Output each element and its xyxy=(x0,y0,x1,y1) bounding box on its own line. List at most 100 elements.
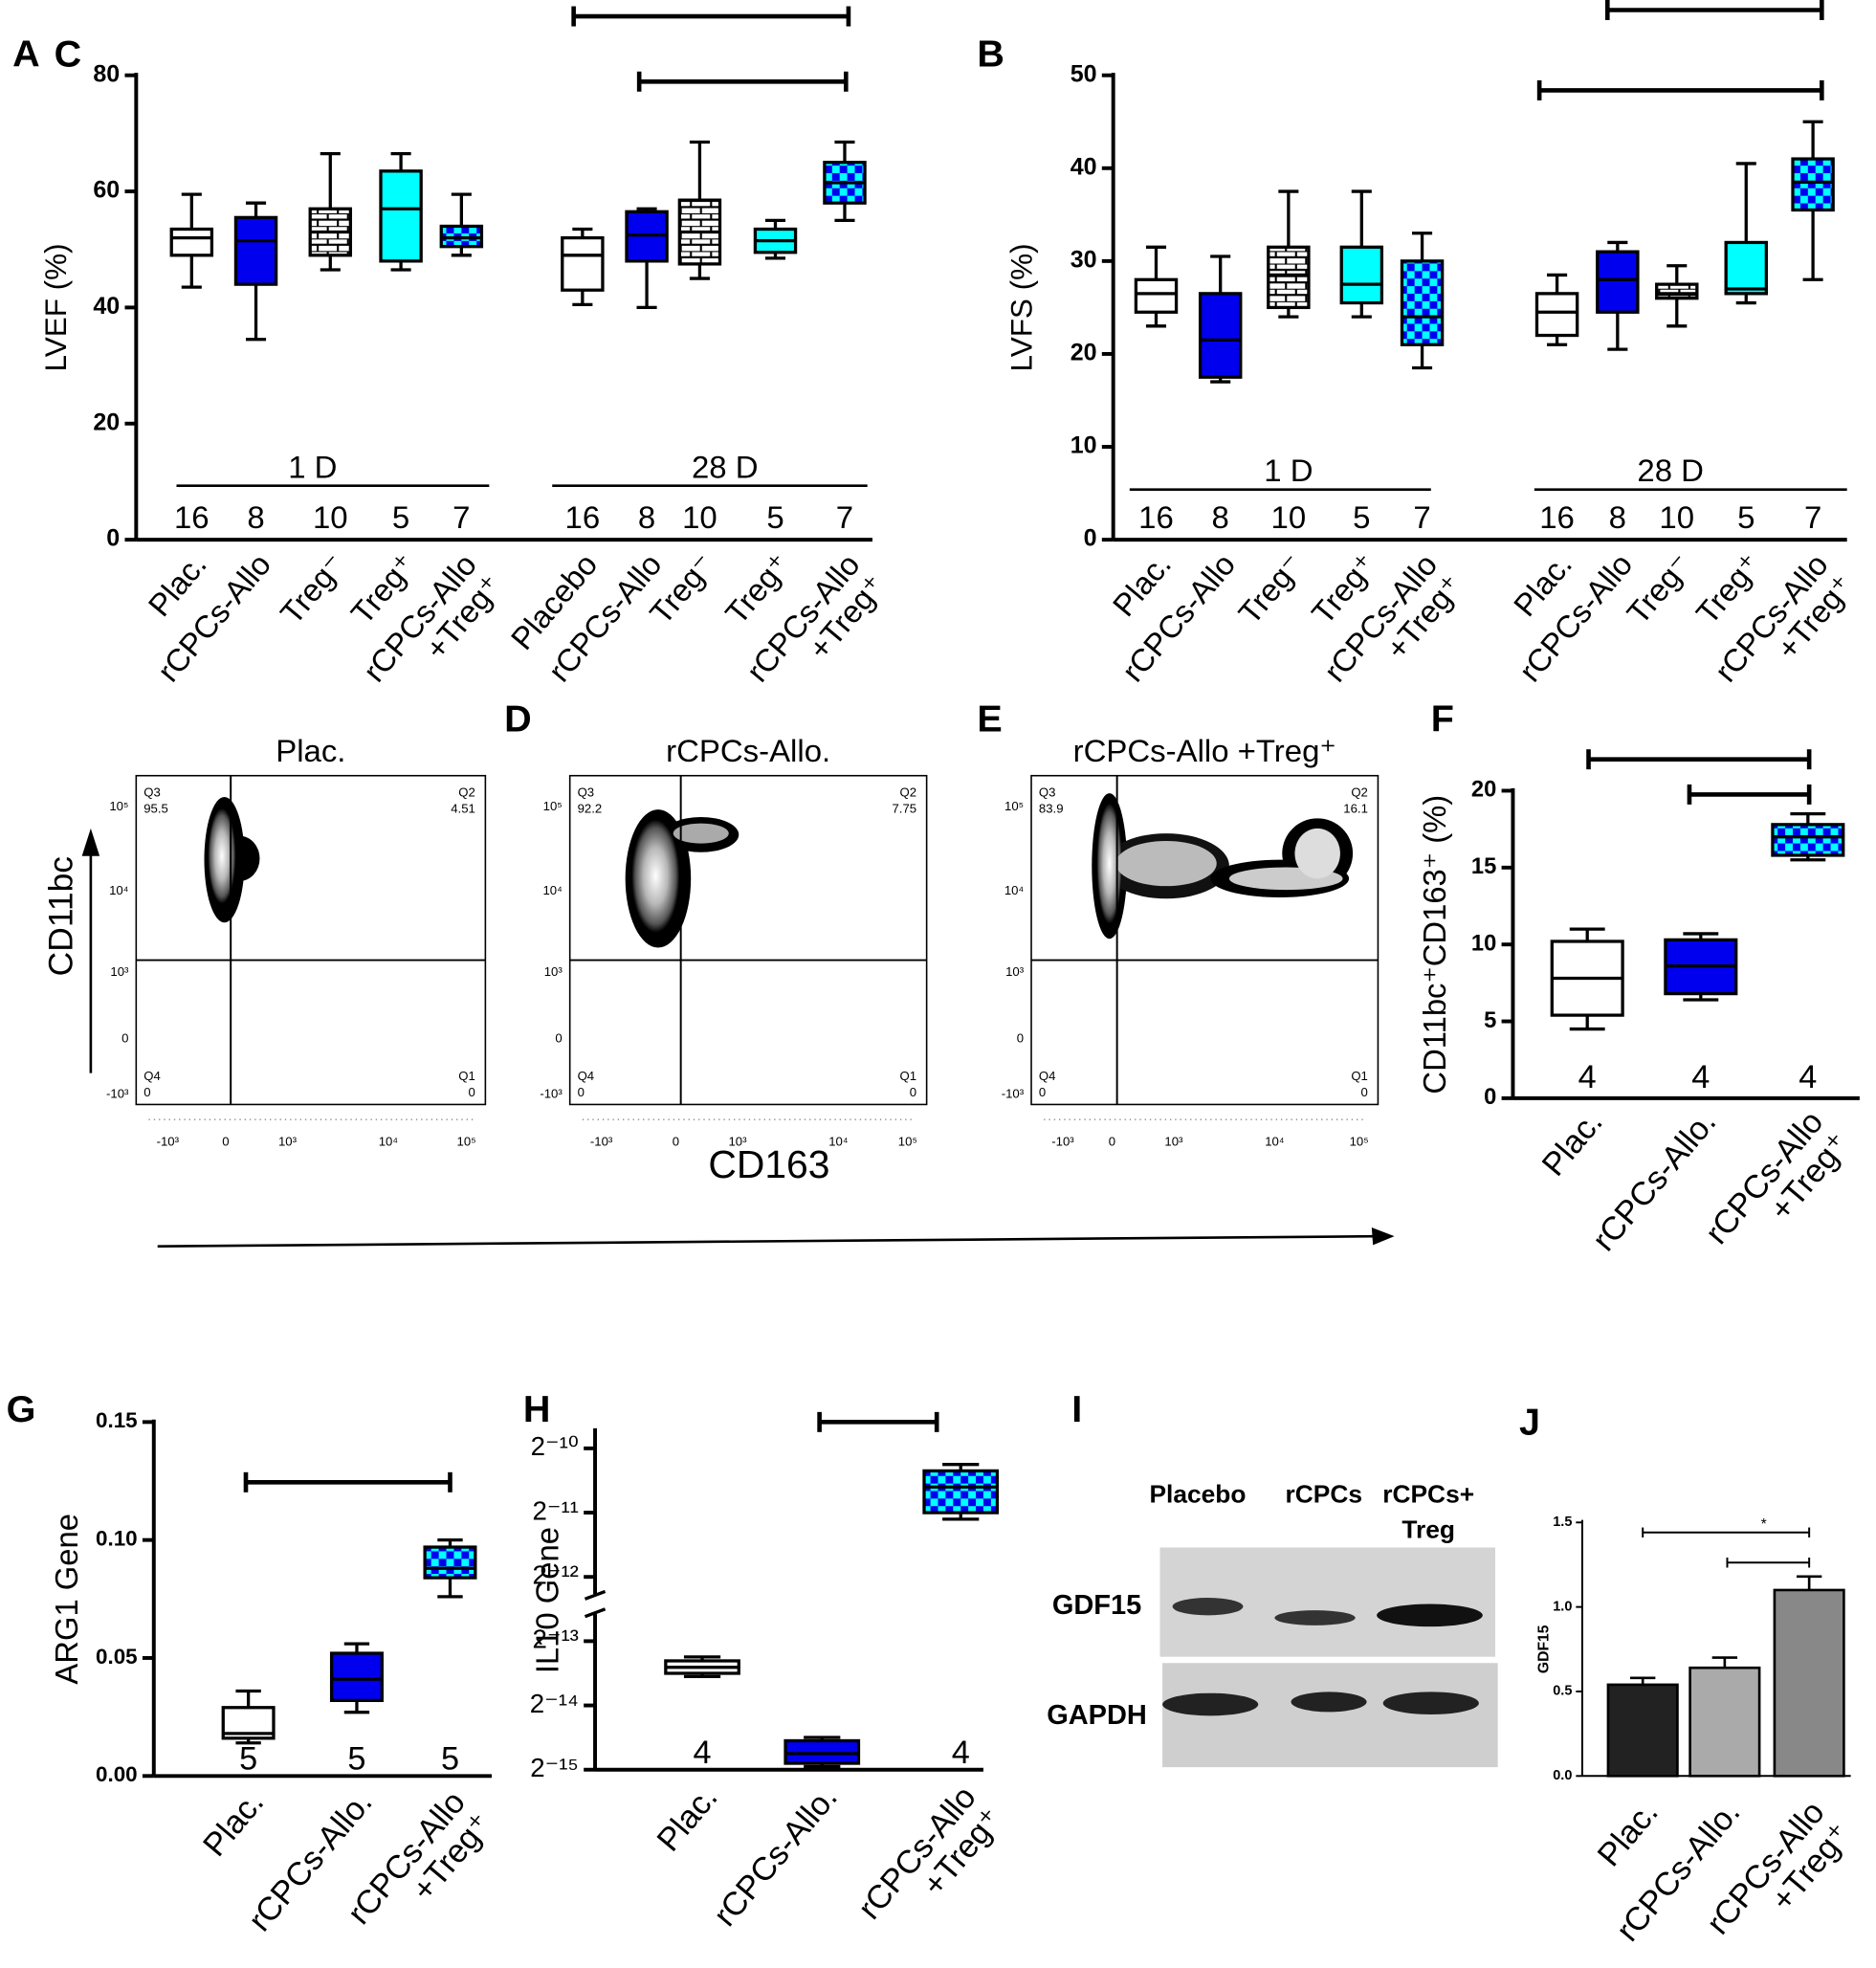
box xyxy=(922,1469,1000,1515)
count-label: 5 xyxy=(1353,499,1370,535)
y-axis-label: LVEF (%) xyxy=(38,243,73,371)
y-tick-label: 0.00 xyxy=(96,1762,138,1786)
quadrant-value: 0 xyxy=(143,1085,150,1099)
progress-arrow xyxy=(157,1234,1375,1248)
flow-x-tick: 10³ xyxy=(1164,1134,1183,1148)
y-axis-label: GDF15 xyxy=(1536,1625,1553,1673)
flow-x-tick: 10⁴ xyxy=(379,1134,398,1148)
count-label: 4 xyxy=(1578,1059,1597,1095)
y-tick-label: 0.5 xyxy=(1553,1684,1572,1699)
panel-letter: D xyxy=(504,698,532,741)
y-tick-label: 2⁻¹⁰ xyxy=(531,1431,579,1461)
flow-x-tick: 10⁴ xyxy=(828,1134,848,1148)
y-tick-label: 0.05 xyxy=(96,1645,138,1669)
flow-x-tick: 10⁵ xyxy=(898,1134,917,1148)
lane-label: rCPCs xyxy=(1286,1480,1363,1509)
bar xyxy=(1773,1588,1845,1778)
flow-y-tick: 0 xyxy=(1017,1031,1024,1046)
flow-x-tick: 0 xyxy=(1109,1134,1115,1148)
y-tick-label: 1.5 xyxy=(1553,1515,1572,1530)
lane-label: Treg xyxy=(1401,1515,1455,1543)
band xyxy=(1274,1610,1356,1625)
y-tick-label: 30 xyxy=(1070,246,1097,273)
density-contour xyxy=(1096,803,1122,924)
flow-y-tick: 10⁵ xyxy=(543,799,563,813)
y-tick-label: 20 xyxy=(93,409,120,435)
flow-y-tick: -10³ xyxy=(1002,1086,1025,1100)
flow-y-tick: 10³ xyxy=(110,964,129,979)
box xyxy=(1596,250,1640,314)
flow-title: Plac. xyxy=(276,733,345,768)
x-tick-label: Plac. xyxy=(196,1784,271,1863)
count-label: 7 xyxy=(1804,499,1821,535)
count-label: 5 xyxy=(392,499,409,535)
flow-x-tick: 10³ xyxy=(278,1134,298,1148)
quadrant-name: Q1 xyxy=(900,1069,917,1083)
flow-y-tick: 10⁵ xyxy=(109,799,128,813)
flow-title: rCPCs-Allo. xyxy=(666,733,830,768)
quadrant-name: Q3 xyxy=(143,785,161,800)
quadrant-value: 95.5 xyxy=(143,802,168,816)
flow-x-tick: -10³ xyxy=(157,1134,180,1148)
count-label: 10 xyxy=(1659,499,1694,535)
quadrant-value: 0 xyxy=(1039,1085,1046,1099)
flow-title: rCPCs-Allo +Treg⁺ xyxy=(1073,733,1336,768)
x-tick-label: Plac. xyxy=(1535,1104,1610,1183)
count-label: 7 xyxy=(1413,499,1430,535)
y-tick-label: 2⁻¹¹ xyxy=(532,1495,578,1525)
x-tick-label: Treg⁻ xyxy=(274,546,352,630)
box xyxy=(1267,245,1311,310)
group-label: 28 D xyxy=(1637,453,1704,488)
count-label: 5 xyxy=(1737,499,1755,535)
quadrant-value: 0 xyxy=(469,1085,475,1099)
y-tick-label: 40 xyxy=(1070,153,1097,180)
y-tick-label: 80 xyxy=(93,60,120,87)
box xyxy=(1655,282,1699,300)
quadrant-value: 0 xyxy=(578,1085,585,1099)
flow-x-tick: 10⁵ xyxy=(457,1134,476,1148)
count-label: 8 xyxy=(1609,499,1626,535)
box xyxy=(1134,277,1179,314)
box xyxy=(423,1545,477,1580)
flow-y-tick: 10⁴ xyxy=(1004,883,1024,897)
band xyxy=(1291,1692,1367,1713)
panel-letter: H xyxy=(523,1388,551,1430)
y-tick-label: 20 xyxy=(1070,340,1097,366)
y-axis-label: ARG1 Gene xyxy=(49,1514,84,1685)
flow-frame xyxy=(135,774,487,1106)
y-tick-label: 0.0 xyxy=(1553,1768,1572,1783)
group-label: 1 D xyxy=(1264,453,1313,488)
axis-break xyxy=(584,1589,607,1601)
quadrant-name: Q4 xyxy=(578,1069,595,1083)
box xyxy=(1534,292,1579,338)
count-label: 5 xyxy=(766,499,784,535)
density-contour xyxy=(1115,840,1217,887)
count-label: 4 xyxy=(1799,1059,1817,1095)
y-tick-label: 0.10 xyxy=(96,1527,138,1551)
y-tick-label: 60 xyxy=(93,177,120,204)
quadrant-value: 0 xyxy=(910,1085,916,1099)
density-contour xyxy=(1294,828,1340,879)
flow-x-tick: -10³ xyxy=(590,1134,613,1148)
y-axis-label: IL10 Gene xyxy=(529,1527,564,1673)
panel-letter: B xyxy=(977,33,1004,76)
count-label: 10 xyxy=(682,499,717,535)
box xyxy=(1771,823,1845,857)
panel-letter: G xyxy=(7,1388,36,1430)
x-tick-label: Plac. xyxy=(651,1780,725,1858)
quadrant-name: Q2 xyxy=(900,785,917,800)
flow-x-tick: 0 xyxy=(673,1134,679,1148)
x-tick-label: rCPCs-Allo+Treg⁺ xyxy=(1698,1104,1857,1273)
arrow-head xyxy=(1371,1227,1395,1246)
group-label: 28 D xyxy=(692,449,759,484)
bar xyxy=(1688,1666,1761,1778)
count-label: 16 xyxy=(1138,499,1174,535)
box xyxy=(1198,292,1243,379)
box xyxy=(1400,259,1445,346)
quadrant-name: Q3 xyxy=(578,785,595,800)
box xyxy=(169,227,214,257)
y-tick-label: 2⁻¹² xyxy=(532,1560,578,1590)
box xyxy=(1791,157,1835,212)
x-tick-label: rCPCs-Allo+Treg⁺ xyxy=(851,1780,1010,1949)
y-tick-label: 0 xyxy=(1484,1085,1496,1110)
